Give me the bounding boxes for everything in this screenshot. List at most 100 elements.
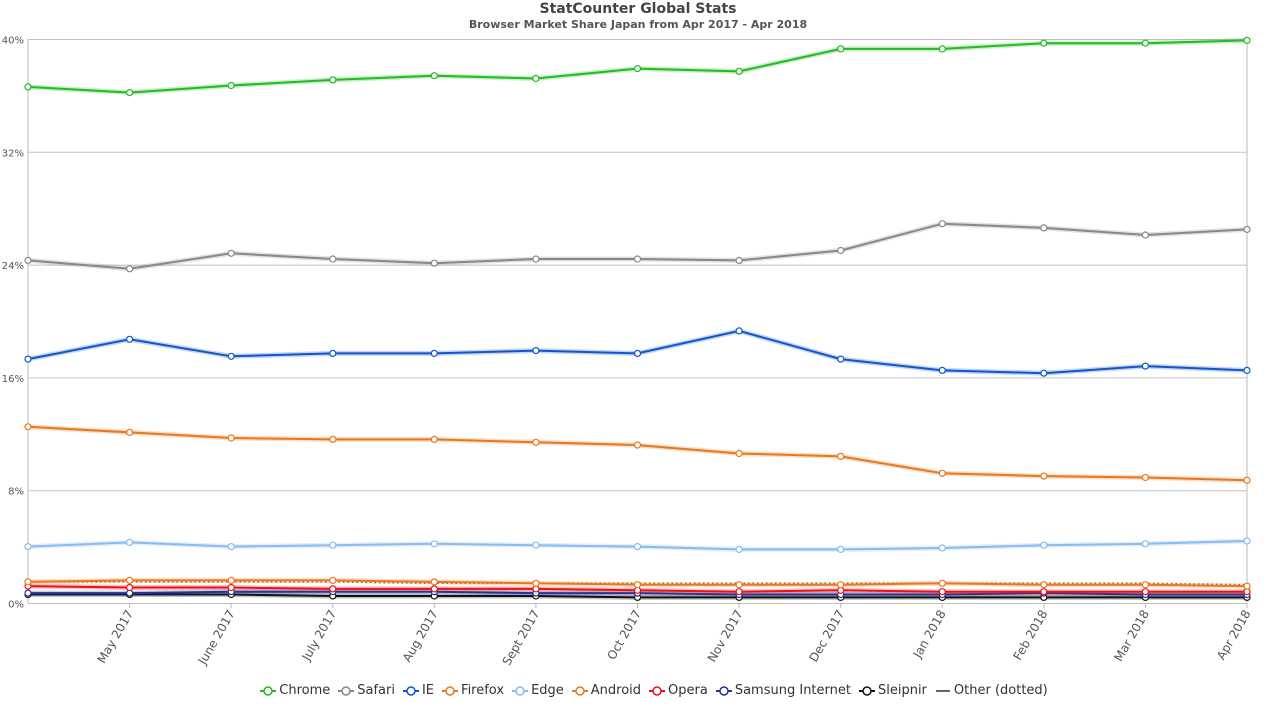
data-point[interactable]: [837, 45, 845, 53]
data-point[interactable]: [837, 246, 845, 255]
data-point[interactable]: [329, 76, 337, 84]
data-point[interactable]: [329, 541, 337, 549]
data-point[interactable]: [1243, 366, 1251, 374]
data-point[interactable]: [532, 74, 540, 83]
data-point[interactable]: [837, 452, 845, 460]
data-point[interactable]: [24, 578, 32, 586]
data-point[interactable]: [837, 545, 845, 554]
data-point[interactable]: [430, 259, 438, 267]
data-point[interactable]: [227, 352, 235, 360]
data-point[interactable]: [1040, 39, 1048, 47]
data-point[interactable]: [126, 428, 134, 436]
legend-item-other-dotted[interactable]: Other (dotted): [935, 683, 1048, 698]
data-point[interactable]: [329, 349, 337, 357]
data-point[interactable]: [227, 434, 235, 442]
data-point[interactable]: [1040, 541, 1048, 549]
data-point[interactable]: [227, 542, 235, 551]
data-point[interactable]: [126, 88, 134, 97]
data-point[interactable]: [24, 423, 32, 431]
data-point[interactable]: [126, 538, 134, 547]
data-point[interactable]: [938, 469, 946, 477]
legend-item-samsung-internet[interactable]: Samsung Internet: [715, 683, 851, 698]
data-point[interactable]: [633, 255, 642, 263]
data-point[interactable]: [532, 541, 540, 549]
data-point[interactable]: [1040, 588, 1048, 596]
data-point[interactable]: [532, 438, 540, 446]
data-point[interactable]: [532, 579, 540, 587]
data-point[interactable]: [938, 544, 946, 552]
legend-item-safari[interactable]: Safari: [338, 683, 395, 698]
data-point[interactable]: [1141, 540, 1150, 548]
data-point[interactable]: [735, 581, 743, 589]
data-point[interactable]: [329, 576, 337, 585]
data-point[interactable]: [1040, 472, 1048, 480]
legend-item-edge[interactable]: Edge: [512, 683, 564, 698]
data-point[interactable]: [633, 542, 642, 551]
data-point[interactable]: [735, 67, 743, 76]
data-point[interactable]: [126, 335, 134, 343]
data-point[interactable]: [24, 83, 32, 91]
legend-item-ie[interactable]: IE: [402, 683, 434, 698]
data-point[interactable]: [1141, 588, 1150, 596]
data-point[interactable]: [126, 265, 134, 273]
data-point[interactable]: [1243, 476, 1251, 484]
data-point[interactable]: [837, 581, 845, 589]
data-point[interactable]: [1040, 224, 1048, 232]
data-point[interactable]: [1141, 39, 1150, 47]
data-point[interactable]: [1141, 231, 1150, 239]
data-point[interactable]: [938, 579, 946, 587]
legend-item-chrome[interactable]: Chrome: [260, 683, 330, 698]
data-point[interactable]: [837, 355, 845, 363]
data-point[interactable]: [430, 585, 438, 593]
data-point[interactable]: [1141, 473, 1150, 482]
data-point[interactable]: [227, 583, 235, 592]
data-point[interactable]: [430, 578, 438, 586]
data-point[interactable]: [532, 255, 540, 263]
data-point[interactable]: [126, 576, 134, 585]
data-point[interactable]: [735, 545, 743, 554]
data-point[interactable]: [938, 220, 946, 228]
data-point[interactable]: [227, 81, 235, 90]
data-point[interactable]: [24, 589, 32, 597]
data-point[interactable]: [735, 588, 743, 596]
data-point[interactable]: [430, 435, 438, 443]
data-point[interactable]: [24, 355, 32, 363]
data-point[interactable]: [1243, 582, 1251, 590]
data-point[interactable]: [329, 585, 337, 593]
legend-item-firefox[interactable]: Firefox: [442, 683, 504, 698]
y-tick-label: 32%: [2, 148, 24, 159]
data-point[interactable]: [227, 249, 235, 257]
data-point[interactable]: [938, 588, 946, 596]
legend-item-sleipnir[interactable]: Sleipnir: [858, 683, 927, 698]
data-point[interactable]: [633, 349, 642, 357]
data-point[interactable]: [329, 255, 337, 263]
data-point[interactable]: [633, 64, 642, 73]
legend-item-opera[interactable]: Opera: [649, 683, 708, 698]
data-point[interactable]: [1243, 36, 1251, 45]
data-point[interactable]: [24, 542, 32, 551]
data-point[interactable]: [532, 347, 540, 355]
data-point[interactable]: [1040, 369, 1048, 377]
data-point[interactable]: [938, 366, 946, 374]
data-point[interactable]: [735, 256, 743, 264]
data-point[interactable]: [430, 72, 438, 80]
data-point[interactable]: [430, 349, 438, 357]
legend-item-android[interactable]: Android: [571, 683, 641, 698]
data-point[interactable]: [633, 581, 642, 589]
data-point[interactable]: [1141, 362, 1150, 370]
data-point[interactable]: [735, 449, 743, 458]
data-point[interactable]: [1040, 581, 1048, 589]
data-point[interactable]: [1243, 537, 1251, 545]
data-point[interactable]: [1243, 225, 1251, 233]
data-point[interactable]: [1141, 581, 1150, 589]
data-point[interactable]: [430, 540, 438, 548]
data-point[interactable]: [735, 327, 743, 335]
data-point[interactable]: [126, 583, 134, 592]
data-point[interactable]: [227, 576, 235, 585]
series-line-shadow: [27, 424, 1248, 483]
data-point[interactable]: [633, 441, 642, 449]
legend: Chrome Safari IE Firefox Edge Android Opera Sam…: [0, 683, 1280, 698]
data-point[interactable]: [938, 45, 946, 53]
data-point[interactable]: [24, 256, 32, 264]
data-point[interactable]: [329, 435, 337, 443]
